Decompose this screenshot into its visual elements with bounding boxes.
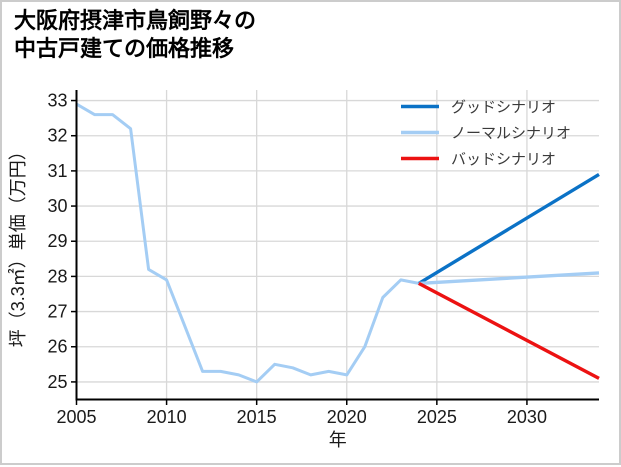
x-tick-label: 2020 — [327, 407, 367, 427]
x-tick-label: 2015 — [237, 407, 277, 427]
y-tick-label: 29 — [47, 231, 67, 251]
y-tick-label: 26 — [47, 337, 67, 357]
legend-label-normal: ノーマルシナリオ — [451, 125, 571, 142]
y-tick-label: 33 — [47, 91, 67, 111]
y-tick-label: 25 — [47, 372, 67, 392]
chart-title: 大阪府摂津市鳥飼野々の 中古戸建ての価格推移 — [14, 7, 256, 63]
legend-label-good: グッドシナリオ — [451, 99, 556, 116]
x-tick-label: 2030 — [507, 407, 547, 427]
legend-label-bad: バッドシナリオ — [451, 151, 556, 168]
series-line-bad — [418, 281, 600, 380]
y-tick-label: 32 — [47, 126, 67, 146]
x-tick-label: 2025 — [417, 407, 457, 427]
chart-title-line2: 中古戸建ての価格推移 — [14, 36, 235, 61]
series-line-normal — [418, 271, 600, 286]
y-tick-label: 30 — [47, 196, 67, 216]
y-axis-label: 坪（3.3㎡）単価（万円） — [7, 142, 28, 347]
chart-title-line1: 大阪府摂津市鳥飼野々の — [14, 8, 257, 33]
y-tick-label: 27 — [47, 302, 67, 322]
x-axis-label: 年 — [329, 430, 347, 450]
series-line-historical — [75, 102, 420, 384]
y-tick-label: 31 — [47, 161, 67, 181]
x-tick-label: 2010 — [147, 407, 187, 427]
series-line-good — [417, 172, 600, 285]
x-tick-label: 2005 — [56, 407, 96, 427]
y-tick-label: 28 — [47, 266, 67, 286]
